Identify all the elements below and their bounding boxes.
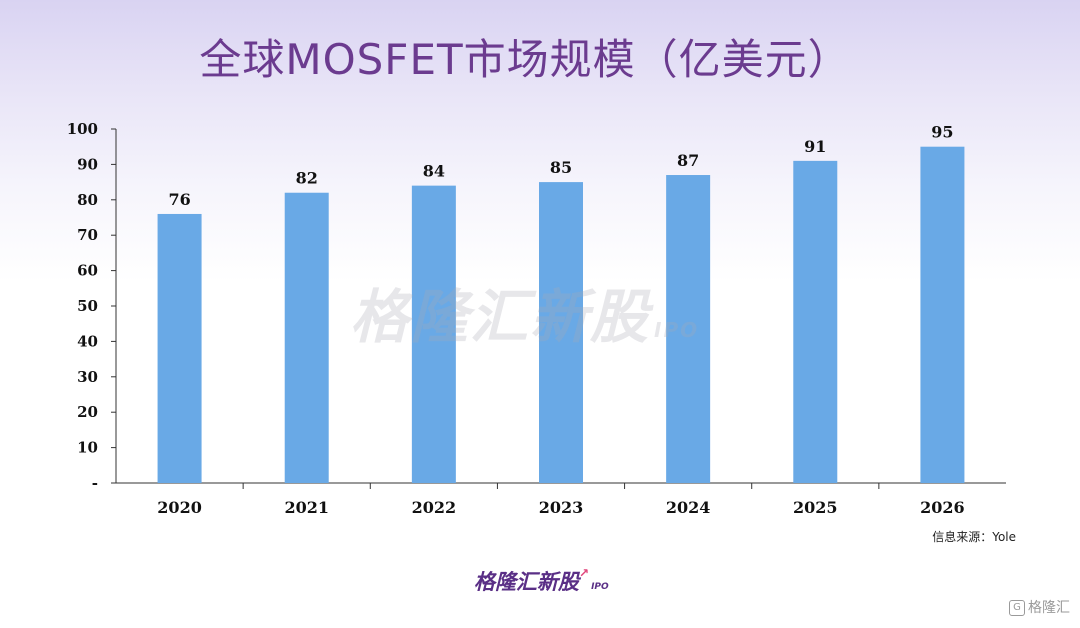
y-tick-label: 10 bbox=[77, 439, 98, 457]
y-tick-label: 40 bbox=[77, 332, 98, 350]
chart-title: 全球MOSFET市场规模（亿美元） bbox=[199, 35, 851, 84]
y-tick-label: 100 bbox=[67, 120, 98, 138]
data-label: 85 bbox=[550, 158, 572, 177]
bar bbox=[157, 213, 202, 483]
source-note: 信息来源：Yole bbox=[932, 530, 1016, 544]
corner-logo: G 格隆汇 bbox=[1009, 597, 1070, 617]
x-tick-label: 2022 bbox=[412, 498, 457, 517]
bar bbox=[920, 146, 965, 483]
x-tick-label: 2025 bbox=[793, 498, 838, 517]
x-tick-label: 2020 bbox=[157, 498, 202, 517]
x-tick-label: 2026 bbox=[920, 498, 965, 517]
bar bbox=[539, 182, 583, 483]
y-tick-label: 70 bbox=[77, 226, 98, 244]
x-tick-label: 2021 bbox=[284, 498, 329, 517]
data-label: 82 bbox=[296, 169, 318, 188]
bar bbox=[666, 175, 711, 483]
data-label: 95 bbox=[931, 123, 953, 142]
y-tick-label: 30 bbox=[77, 368, 98, 386]
bar bbox=[411, 185, 456, 483]
data-label: 84 bbox=[423, 162, 445, 181]
y-tick-label: 20 bbox=[77, 403, 98, 421]
y-tick-label: - bbox=[92, 474, 98, 492]
y-tick-label: 90 bbox=[77, 155, 98, 173]
x-tick-label: 2024 bbox=[666, 498, 711, 517]
data-label: 87 bbox=[677, 151, 699, 170]
y-tick-label: 60 bbox=[77, 262, 98, 280]
bar bbox=[793, 160, 838, 484]
g-logo-icon: G bbox=[1009, 600, 1025, 616]
data-label: 76 bbox=[168, 190, 190, 209]
bar bbox=[284, 192, 329, 483]
data-label: 91 bbox=[804, 137, 826, 156]
footer-logo: 格隆汇新股↗IPO bbox=[474, 566, 609, 594]
x-tick-label: 2023 bbox=[539, 498, 584, 517]
y-tick-label: 80 bbox=[77, 191, 98, 209]
y-tick-label: 50 bbox=[77, 297, 98, 315]
arrow-icon: ↗ bbox=[579, 566, 590, 580]
watermark: 格隆汇新股 IPO bbox=[350, 283, 700, 351]
